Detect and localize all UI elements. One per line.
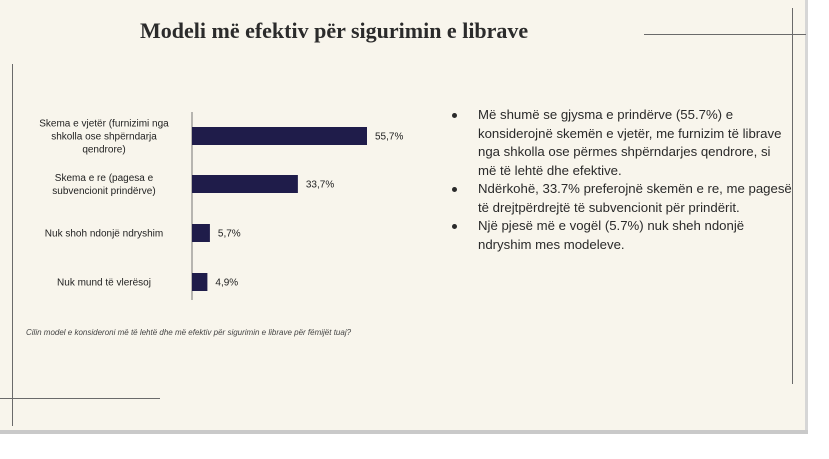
bar-chart: 55,7% Skema e vjetër (furnizimi nga shkoll…: [39, 112, 403, 300]
value-label-0: 55,7%: [375, 132, 403, 143]
value-label-2: 5,7%: [218, 229, 241, 240]
bullet-dot-icon: [452, 224, 457, 229]
category-label-1: Skema e re (pagesa e subvencionit prindër…: [52, 173, 155, 197]
bar-3: [192, 273, 208, 291]
slide-edge-right: [805, 0, 808, 434]
slide-background: [0, 0, 806, 432]
decor-line-bottom-left: [0, 398, 160, 399]
bar-2: [192, 224, 210, 242]
finding-text: Më shumë se gjysma e prindërve (55.7%) e…: [478, 107, 782, 178]
decor-line-right-vertical: [792, 8, 793, 384]
bullet-dot-icon: [452, 113, 457, 118]
category-label-0: Skema e vjetër (furnizimi nga shkolla ose…: [39, 119, 169, 156]
survey-question: Cilin model e konsideroni më të lehtë dh…: [26, 328, 352, 337]
slide-edge-bottom: [0, 430, 808, 434]
value-label-1: 33,7%: [306, 180, 334, 191]
bar-1: [192, 175, 298, 193]
category-label-2: Nuk shoh ndonjë ndryshim: [45, 229, 163, 240]
bullet-dot-icon: [452, 187, 457, 192]
finding-item: Më shumë se gjysma e prindërve (55.7%) e…: [452, 106, 792, 180]
bar-0: [192, 127, 367, 145]
decor-line-top-right: [644, 34, 806, 35]
slide-title: Modeli më efektiv për sigurimin e librav…: [140, 18, 529, 43]
decor-line-left-vertical: [12, 64, 13, 426]
finding-text: Ndërkohë, 33.7% preferojnë skemën e re, …: [478, 181, 792, 215]
category-label-3: Nuk mund të vlerësoj: [57, 278, 151, 289]
value-label-3: 4,9%: [215, 278, 238, 289]
finding-item: Ndërkohë, 33.7% preferojnë skemën e re, …: [452, 180, 792, 217]
finding-item: Një pjesë më e vogël (5.7%) nuk sheh ndo…: [452, 217, 792, 254]
finding-text: Një pjesë më e vogël (5.7%) nuk sheh ndo…: [478, 218, 745, 252]
findings-list: Më shumë se gjysma e prindërve (55.7%) e…: [452, 106, 792, 254]
